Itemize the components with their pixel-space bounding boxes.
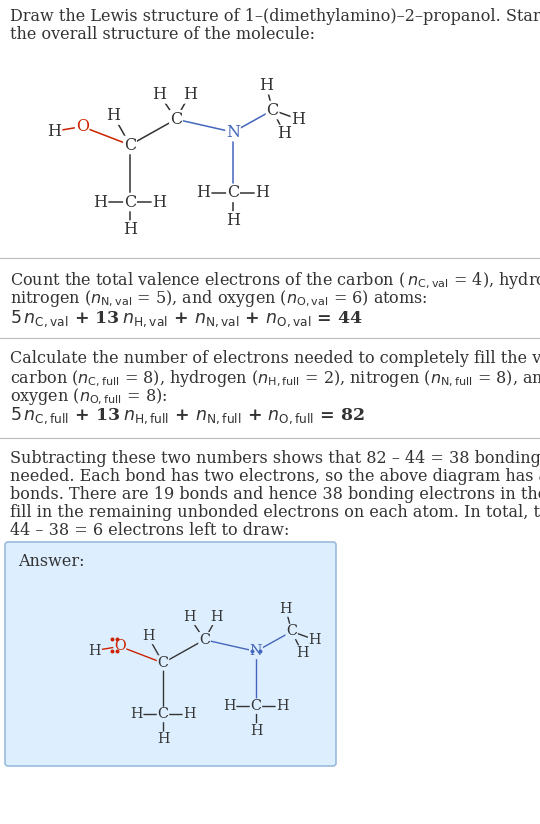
- Text: H: H: [123, 221, 137, 238]
- Text: Answer:: Answer:: [18, 553, 84, 570]
- Text: carbon ($n_{\rm C,full}$ = 8), hydrogen ($n_{\rm H,full}$ = 2), nitrogen ($n_{\r: carbon ($n_{\rm C,full}$ = 8), hydrogen …: [10, 368, 540, 389]
- Text: H: H: [130, 708, 143, 722]
- Text: C: C: [124, 137, 136, 153]
- Text: H: H: [226, 212, 240, 229]
- Text: Count the total valence electrons of the carbon ( $n_{\rm C,val}$ = 4), hydrogen: Count the total valence electrons of the…: [10, 270, 540, 291]
- Text: C: C: [266, 101, 279, 119]
- Text: needed. Each bond has two electrons, so the above diagram has all the necessary: needed. Each bond has two electrons, so …: [10, 468, 540, 485]
- Text: N: N: [226, 124, 240, 141]
- Text: H: H: [292, 110, 305, 128]
- Text: O: O: [114, 639, 126, 653]
- Text: Draw the Lewis structure of 1–(dimethylamino)–2–propanol. Start by drawing: Draw the Lewis structure of 1–(dimethyla…: [10, 8, 540, 25]
- Text: nitrogen ($n_{\rm N,val}$ = 5), and oxygen ($n_{\rm O,val}$ = 6) atoms:: nitrogen ($n_{\rm N,val}$ = 5), and oxyg…: [10, 288, 428, 309]
- Text: H: H: [183, 86, 197, 103]
- Text: H: H: [183, 611, 196, 625]
- Text: bonds. There are 19 bonds and hence 38 bonding electrons in the diagram. Lastly,: bonds. There are 19 bonds and hence 38 b…: [10, 486, 540, 503]
- Text: H: H: [152, 194, 166, 211]
- Text: fill in the remaining unbonded electrons on each atom. In total, there remain: fill in the remaining unbonded electrons…: [10, 504, 540, 521]
- Text: 44 – 38 = 6 electrons left to draw:: 44 – 38 = 6 electrons left to draw:: [10, 522, 289, 539]
- Text: H: H: [48, 123, 62, 140]
- Text: Calculate the number of electrons needed to completely fill the valence shells f: Calculate the number of electrons needed…: [10, 350, 540, 367]
- Text: $5\,n_{\rm C,val}$ + 13 $n_{\rm H,val}$ + $n_{\rm N,val}$ + $n_{\rm O,val}$ = 44: $5\,n_{\rm C,val}$ + 13 $n_{\rm H,val}$ …: [10, 308, 363, 329]
- Text: C: C: [227, 185, 239, 201]
- Text: C: C: [158, 708, 168, 722]
- Text: H: H: [89, 644, 101, 658]
- Text: H: H: [106, 107, 120, 124]
- Text: N: N: [249, 644, 262, 658]
- Text: H: H: [223, 699, 235, 713]
- Text: H: H: [211, 611, 223, 625]
- Text: C: C: [199, 633, 210, 647]
- Text: H: H: [183, 708, 196, 722]
- Text: H: H: [197, 185, 211, 201]
- Text: C: C: [158, 656, 168, 670]
- Text: O: O: [76, 118, 89, 135]
- Text: H: H: [296, 646, 309, 660]
- Text: H: H: [93, 194, 107, 211]
- Text: the overall structure of the molecule:: the overall structure of the molecule:: [10, 26, 315, 43]
- Text: H: H: [309, 633, 321, 647]
- Text: H: H: [276, 699, 289, 713]
- Text: H: H: [278, 125, 292, 143]
- Text: C: C: [124, 194, 136, 211]
- Text: H: H: [142, 630, 154, 644]
- Text: H: H: [280, 602, 292, 616]
- Text: C: C: [286, 625, 297, 639]
- Text: H: H: [255, 185, 269, 201]
- Text: H: H: [249, 724, 262, 738]
- Text: C: C: [251, 699, 261, 713]
- Text: C: C: [170, 110, 182, 128]
- Text: H: H: [152, 86, 166, 103]
- Text: $5\,n_{\rm C,full}$ + 13 $n_{\rm H,full}$ + $n_{\rm N,full}$ + $n_{\rm O,full}$ : $5\,n_{\rm C,full}$ + 13 $n_{\rm H,full}…: [10, 405, 365, 426]
- FancyBboxPatch shape: [5, 542, 336, 766]
- Text: H: H: [259, 77, 273, 94]
- Text: H: H: [157, 733, 169, 747]
- Text: Subtracting these two numbers shows that 82 – 44 = 38 bonding electrons are: Subtracting these two numbers shows that…: [10, 450, 540, 467]
- Text: oxygen ($n_{\rm O,full}$ = 8):: oxygen ($n_{\rm O,full}$ = 8):: [10, 386, 167, 407]
